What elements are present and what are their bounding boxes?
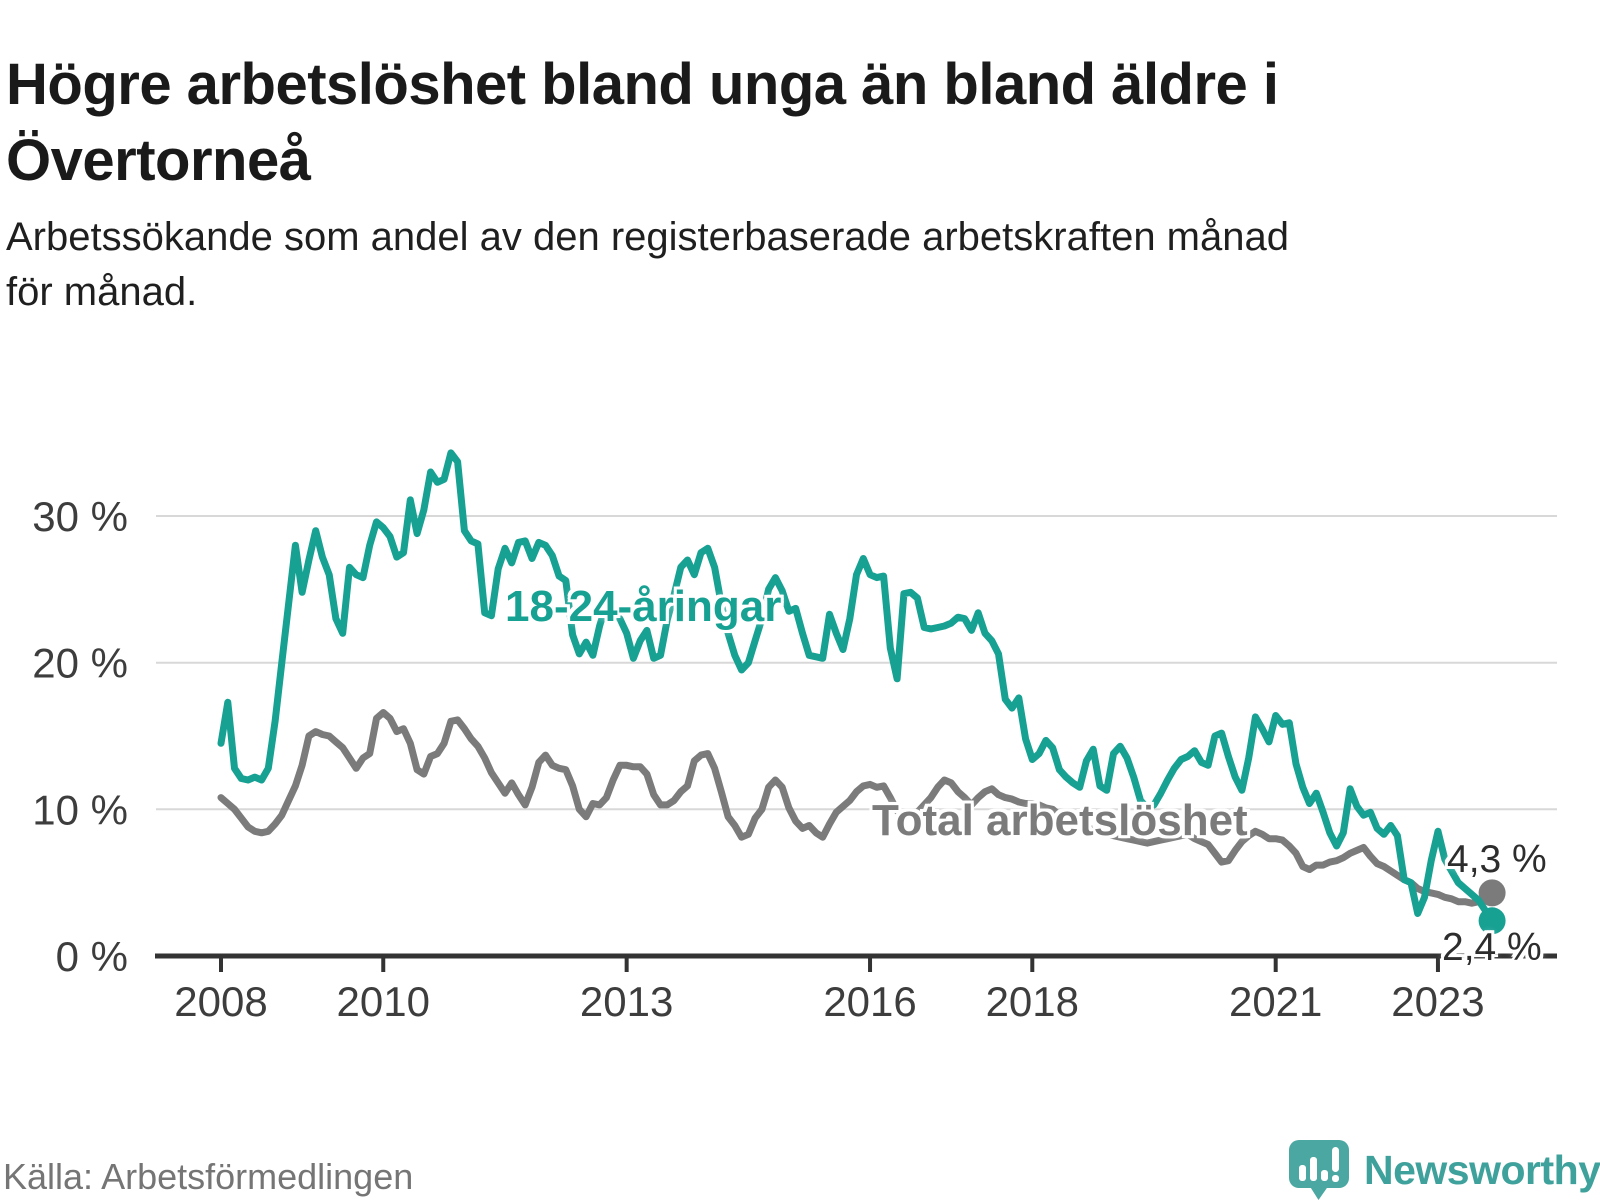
x-tick-label: 2008 [174, 978, 267, 1025]
x-tick-label: 2010 [337, 978, 430, 1025]
series-label-youth: 18-24-åringar [505, 582, 782, 631]
chart-subtitle: Arbetssökande som andel av den registerb… [6, 210, 1586, 320]
total-series-end-dot [1478, 879, 1506, 907]
chart-title: Högre arbetslöshet bland unga än bland ä… [6, 47, 1586, 199]
x-tick-label: 2018 [986, 978, 1079, 1025]
y-tick-label: 20 % [32, 640, 128, 687]
chart-title-line-1: Högre arbetslöshet bland unga än bland ä… [6, 51, 1279, 117]
chart-subtitle-line-1: Arbetssökande som andel av den registerb… [6, 215, 1289, 259]
total-series-line [217, 709, 1496, 907]
youth-series-end-dot [1478, 907, 1506, 935]
chart-title-line-2: Övertorneå [6, 127, 311, 193]
logo-bar-1 [1299, 1165, 1306, 1181]
logo-bubble [1289, 1140, 1349, 1200]
x-tick-label: 2021 [1229, 978, 1322, 1025]
logo-exclamation-dot [1332, 1175, 1339, 1182]
newsworthy-logo: Newsworthy [1288, 1139, 1600, 1200]
chart-subtitle-line-2: för månad. [6, 270, 198, 314]
end-value-label-youth: 2,4 % [1442, 926, 1542, 969]
x-tick-label: 2023 [1391, 978, 1484, 1025]
y-tick-label: 30 % [32, 493, 128, 540]
logo-bubble-tail [1309, 1185, 1329, 1200]
logo-barchart-icon [1299, 1147, 1339, 1182]
logo-bar-3 [1321, 1170, 1328, 1181]
y-tick-label: 0 % [56, 933, 128, 980]
newsworthy-logo-text: Newsworthy [1364, 1146, 1600, 1193]
series-label-total: Total arbetslöshet [872, 796, 1248, 845]
logo-exclamation-bar [1332, 1147, 1339, 1172]
logo-bar-2 [1310, 1157, 1317, 1181]
y-tick-label: 10 % [32, 786, 128, 833]
youth-series-line [217, 449, 1496, 925]
logo-bubble-rect [1289, 1140, 1349, 1188]
x-tick-label: 2016 [823, 978, 916, 1025]
x-tick-label: 2013 [580, 978, 673, 1025]
end-value-label-total: 4,3 % [1447, 838, 1547, 881]
newsworthy-logo-icon [1289, 1140, 1349, 1200]
source-note: Källa: Arbetsförmedlingen [3, 1156, 414, 1197]
